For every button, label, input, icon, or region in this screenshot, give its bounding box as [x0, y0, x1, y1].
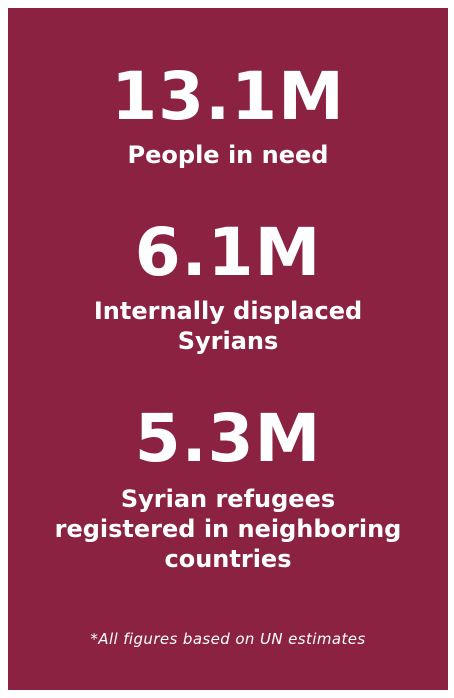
stat-label: People in need	[127, 141, 329, 169]
stat-value: 6.1M	[134, 214, 322, 291]
stat-internally-displaced: 6.1M Internally displaced Syrians	[8, 220, 448, 356]
stat-people-in-need: 13.1M People in need	[8, 64, 448, 170]
stat-value: 13.1M	[111, 58, 345, 135]
stat-value: 5.3M	[134, 400, 322, 477]
footnote: *All figures based on UN estimates	[90, 630, 366, 648]
stat-label: Syrian refugees registered in neighborin…	[54, 485, 402, 573]
stats-card: 13.1M People in need 6.1M Internally dis…	[8, 8, 448, 690]
stat-refugees: 5.3M Syrian refugees registered in neigh…	[8, 406, 448, 574]
stat-label: Internally displaced Syrians	[93, 297, 363, 355]
